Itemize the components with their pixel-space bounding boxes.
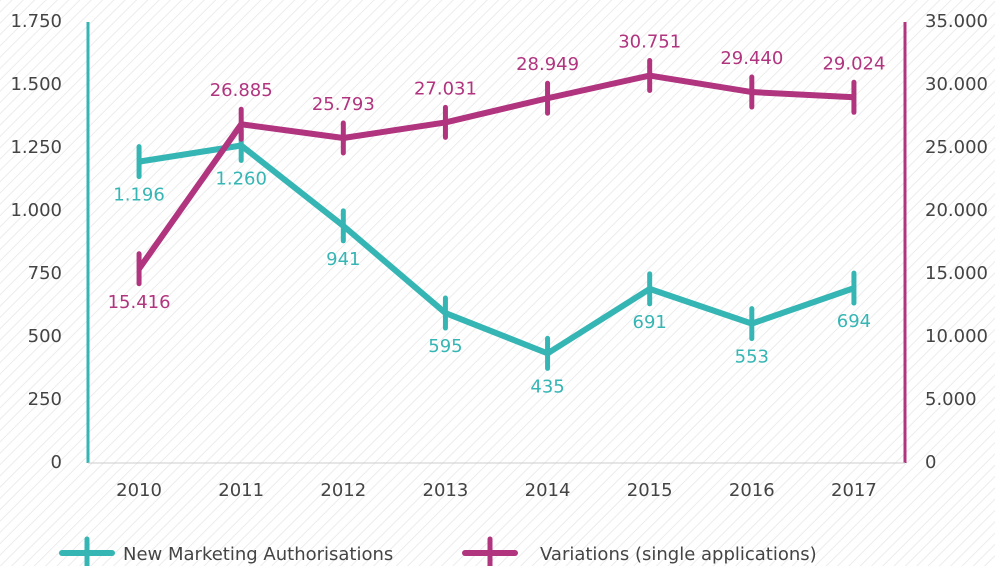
y2-tick-label: 20.000 [925, 200, 988, 221]
series-line [136, 72, 855, 271]
y-tick-label: 1.000 [10, 200, 62, 221]
x-tick-label: 2016 [729, 480, 775, 501]
data-label: 694 [837, 311, 871, 332]
data-label: 30.751 [618, 32, 681, 53]
x-tick-label: 2015 [627, 480, 673, 501]
y2-tick-label: 10.000 [925, 326, 988, 347]
data-label: 29.024 [822, 53, 885, 74]
legend-label: Variations (single applications) [540, 544, 817, 565]
y2-tick-label: 0 [925, 452, 936, 473]
data-label: 28.949 [516, 54, 579, 75]
y-tick-label: 750 [28, 263, 62, 284]
data-label: 26.885 [210, 80, 273, 101]
data-label: 27.031 [414, 78, 477, 99]
data-label: 553 [735, 347, 769, 368]
data-label: 25.793 [312, 94, 375, 115]
y2-tick-label: 15.000 [925, 263, 988, 284]
x-tick-label: 2013 [423, 480, 469, 501]
y2-tick-label: 5.000 [925, 389, 977, 410]
x-tick-label: 2011 [218, 480, 264, 501]
data-label: 941 [326, 249, 360, 270]
data-label: 595 [428, 336, 462, 357]
data-label: 691 [633, 312, 667, 333]
data-label: 1.196 [113, 185, 165, 206]
x-tick-label: 2014 [525, 480, 571, 501]
series-line [138, 142, 855, 357]
y-tick-label: 1.750 [10, 11, 62, 32]
y-tick-label: 250 [28, 389, 62, 410]
y-tick-label: 500 [28, 326, 62, 347]
y-tick-label: 1.250 [10, 137, 62, 158]
data-label: 15.416 [108, 292, 171, 313]
y2-tick-label: 35.000 [925, 11, 988, 32]
x-tick-label: 2012 [320, 480, 366, 501]
data-label: 1.260 [215, 168, 267, 189]
x-tick-label: 2010 [116, 480, 162, 501]
y2-tick-label: 25.000 [925, 137, 988, 158]
y-tick-label: 0 [51, 452, 62, 473]
data-label: 435 [530, 376, 564, 397]
data-label: 29.440 [720, 48, 783, 69]
y-tick-label: 1.500 [10, 74, 62, 95]
x-tick-label: 2017 [831, 480, 877, 501]
y2-tick-label: 30.000 [925, 74, 988, 95]
legend-label: New Marketing Authorisations [123, 544, 393, 565]
